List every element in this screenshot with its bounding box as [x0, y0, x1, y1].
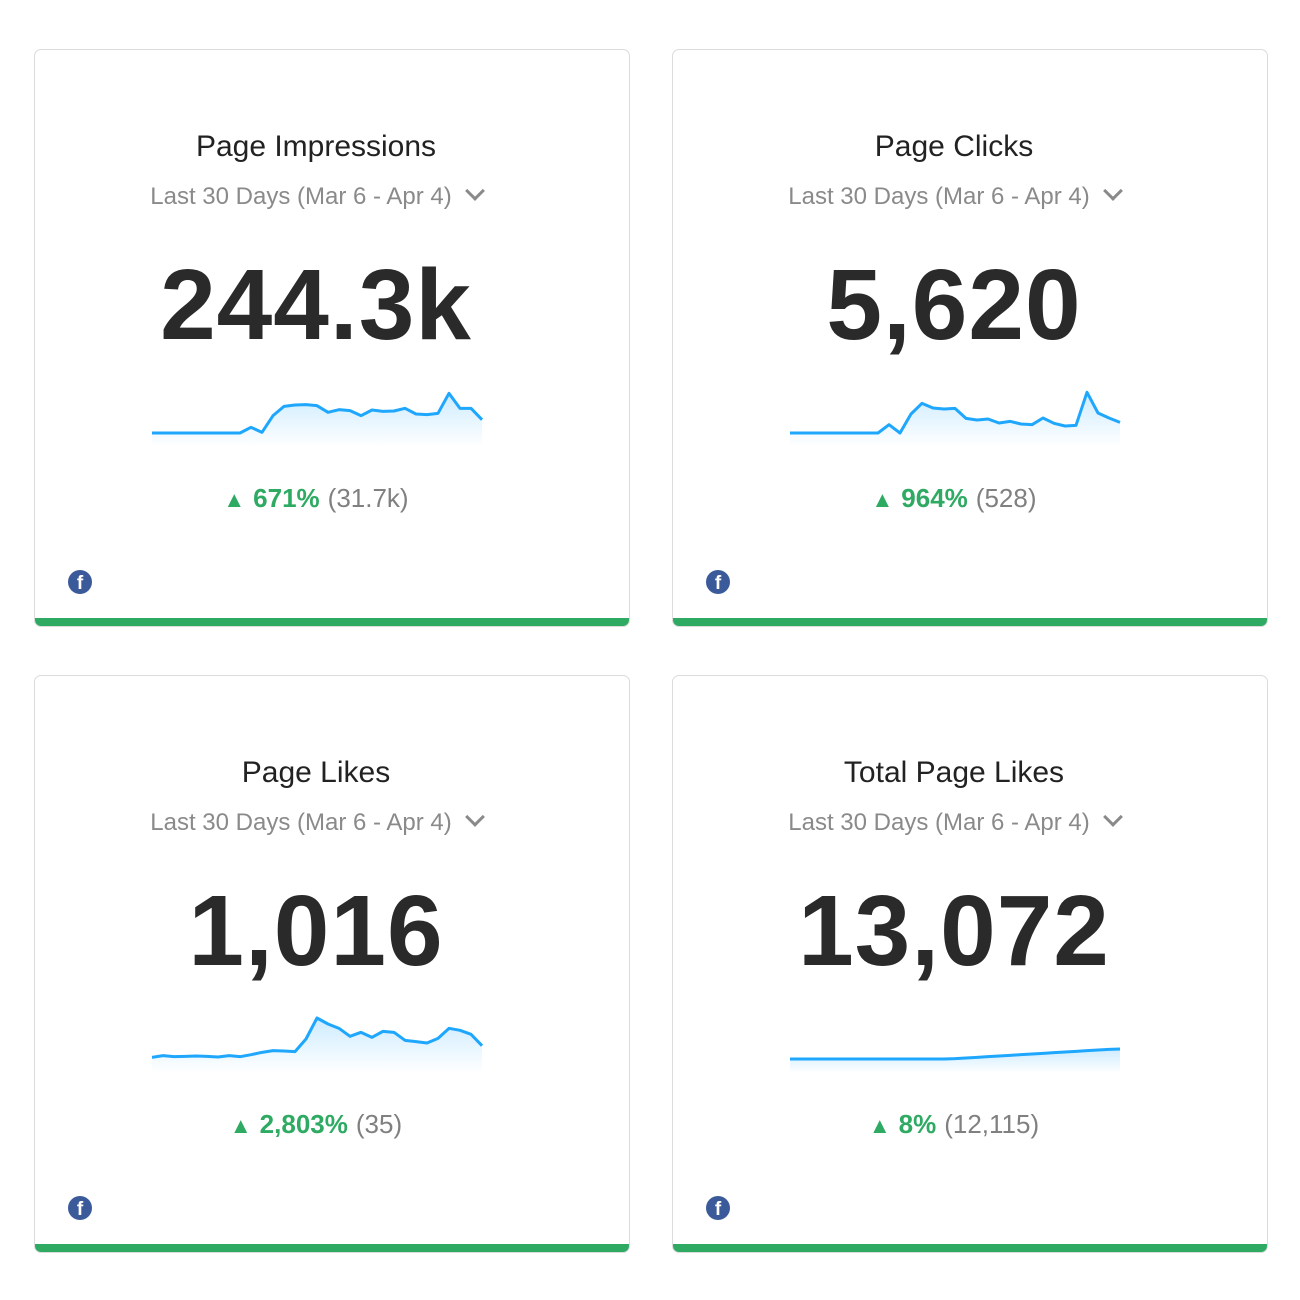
previous-value: (528)	[975, 483, 1037, 513]
metric-value: 5,620	[826, 249, 1082, 361]
change-indicator: ▲ 671% (31.7k)	[35, 483, 597, 514]
change-percent: 671%	[253, 483, 320, 513]
sparkline	[151, 1016, 483, 1073]
date-range-dropdown[interactable]: Last 30 Days (Mar 6 - Apr 4)	[35, 807, 597, 837]
sparkline	[152, 391, 483, 447]
date-range-dropdown[interactable]: Last 30 Days (Mar 6 - Apr 4)	[673, 181, 1235, 211]
metric-value: 13,072	[798, 875, 1110, 987]
arrow-up-icon: ▲	[223, 487, 246, 512]
chevron-down-icon	[464, 181, 485, 201]
arrow-up-icon: ▲	[868, 1113, 891, 1138]
status-bar	[673, 1244, 1267, 1252]
arrow-up-icon: ▲	[229, 1113, 252, 1138]
card-title: Total Page Likes	[843, 756, 1065, 789]
date-range-dropdown[interactable]: Last 30 Days (Mar 6 - Apr 4)	[35, 181, 597, 211]
change-indicator: ▲ 964% (528)	[673, 483, 1235, 514]
facebook-icon: f	[68, 570, 92, 594]
date-range-label: Last 30 Days (Mar 6 - Apr 4)	[788, 183, 1090, 210]
arrow-up-icon: ▲	[871, 487, 894, 512]
change-percent: 964%	[901, 483, 968, 513]
date-range-label: Last 30 Days (Mar 6 - Apr 4)	[788, 809, 1090, 836]
sparkline	[790, 1047, 1121, 1073]
chevron-down-icon	[1102, 807, 1123, 827]
card-title: Page Clicks	[874, 130, 1034, 163]
chevron-down-icon	[1102, 181, 1123, 201]
card-page-impressions[interactable]: Page Impressions Last 30 Days (Mar 6 - A…	[34, 49, 630, 627]
sparkline-line	[152, 391, 483, 435]
card-title: Page Likes	[241, 756, 391, 789]
date-range-dropdown[interactable]: Last 30 Days (Mar 6 - Apr 4)	[673, 807, 1235, 837]
status-bar	[673, 618, 1267, 626]
chevron-down-icon	[464, 807, 485, 827]
sparkline-area	[152, 393, 482, 447]
sparkline-line	[790, 390, 1121, 435]
sparkline-line	[151, 1016, 483, 1059]
change-percent: 2,803%	[259, 1109, 348, 1139]
facebook-icon: f	[706, 1196, 730, 1220]
previous-value: (31.7k)	[327, 483, 409, 513]
change-indicator: ▲ 2,803% (35)	[35, 1109, 597, 1140]
change-indicator: ▲ 8% (12,115)	[673, 1109, 1235, 1140]
status-bar	[35, 618, 629, 626]
card-total-page-likes[interactable]: Total Page Likes Last 30 Days (Mar 6 - A…	[672, 675, 1268, 1253]
change-percent: 8%	[898, 1109, 937, 1139]
card-page-clicks[interactable]: Page Clicks Last 30 Days (Mar 6 - Apr 4)…	[672, 49, 1268, 627]
previous-value: (12,115)	[944, 1109, 1040, 1139]
card-page-likes[interactable]: Page Likes Last 30 Days (Mar 6 - Apr 4) …	[34, 675, 630, 1253]
sparkline-line	[790, 1047, 1121, 1061]
sparkline-area	[790, 392, 1120, 447]
card-title: Page Impressions	[195, 130, 437, 163]
facebook-icon: f	[706, 570, 730, 594]
status-bar	[35, 1244, 629, 1252]
metric-value: 244.3k	[160, 249, 472, 361]
metric-value: 1,016	[188, 875, 444, 987]
facebook-icon: f	[68, 1196, 92, 1220]
date-range-label: Last 30 Days (Mar 6 - Apr 4)	[150, 183, 452, 210]
previous-value: (35)	[355, 1109, 403, 1139]
date-range-label: Last 30 Days (Mar 6 - Apr 4)	[150, 809, 452, 836]
sparkline-area	[152, 1018, 482, 1073]
sparkline	[790, 390, 1121, 447]
